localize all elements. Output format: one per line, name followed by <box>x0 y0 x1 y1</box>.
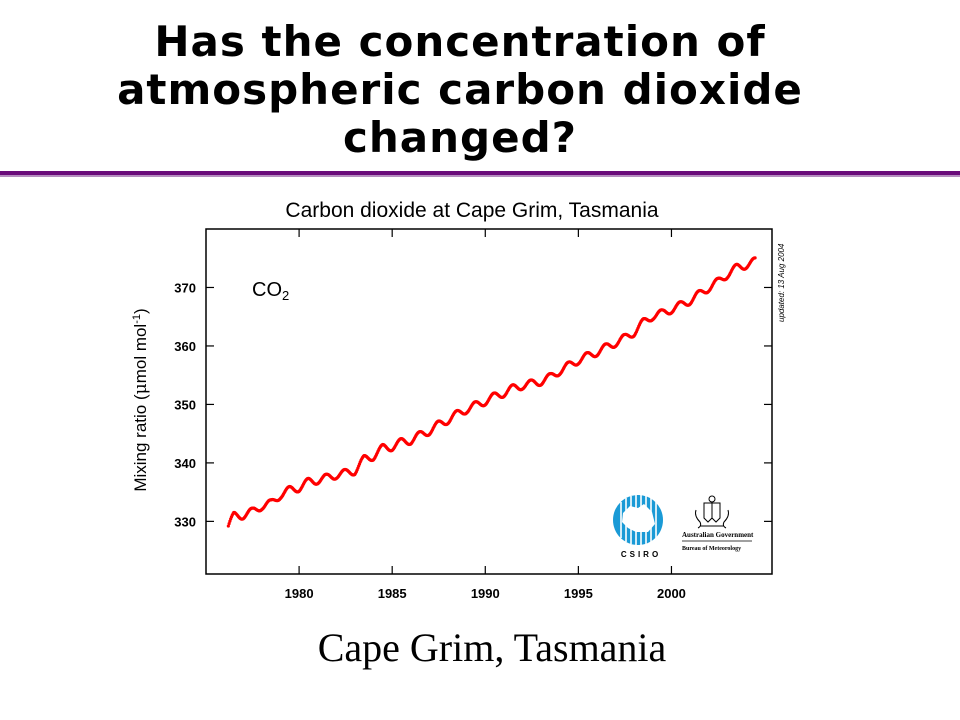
csiro-wordmark: CSIRO <box>621 550 661 559</box>
series-label-co2: CO2 <box>252 279 289 303</box>
coat-of-arms-icon <box>695 495 729 529</box>
slide-caption: Cape Grim, Tasmania <box>317 625 667 670</box>
axis-ticks: 330 340 350 360 370 1980 1985 1990 1995 2000 <box>174 229 772 601</box>
gov-wordmark: Australian Government <box>682 531 754 539</box>
y-tick-label-340: 340 <box>174 456 196 471</box>
x-tick-label-1995: 1995 <box>564 586 593 601</box>
australian-government-logo: Australian Government Bureau of Meteorol… <box>682 495 754 552</box>
bom-wordmark: Bureau of Meteorology <box>682 546 741 552</box>
series-label-subscript: 2 <box>282 288 289 303</box>
title-divider <box>0 171 960 175</box>
csiro-logo: CSIRO <box>613 495 663 559</box>
y-tick-label-350: 350 <box>174 397 196 412</box>
y-tick-label-330: 330 <box>174 514 196 529</box>
y-tick-label-360: 360 <box>174 339 196 354</box>
x-tick-label-2000: 2000 <box>657 586 686 601</box>
data-point-0 <box>226 524 230 528</box>
mu-symbol: μ <box>131 383 151 394</box>
y-axis-label-exponent: -1 <box>131 314 143 324</box>
chart-title: Carbon dioxide at Cape Grim, Tasmania <box>285 199 658 222</box>
slide-title: Has the concentration of atmospheric car… <box>117 17 803 162</box>
co2-series <box>226 256 757 528</box>
plot-frame <box>205 228 773 575</box>
x-tick-label-1990: 1990 <box>471 586 500 601</box>
australia-map-icon <box>622 504 655 532</box>
x-tick-label-1985: 1985 <box>378 586 407 601</box>
y-tick-label-370: 370 <box>174 280 196 295</box>
data-point-679 <box>753 256 757 260</box>
y-axis-label: Mixing ratio (μmol mol-1) <box>131 308 151 491</box>
x-tick-label-1980: 1980 <box>285 586 314 601</box>
title-divider-shadow <box>0 175 960 177</box>
updated-note: updated: 13 Aug 2004 <box>777 243 786 322</box>
